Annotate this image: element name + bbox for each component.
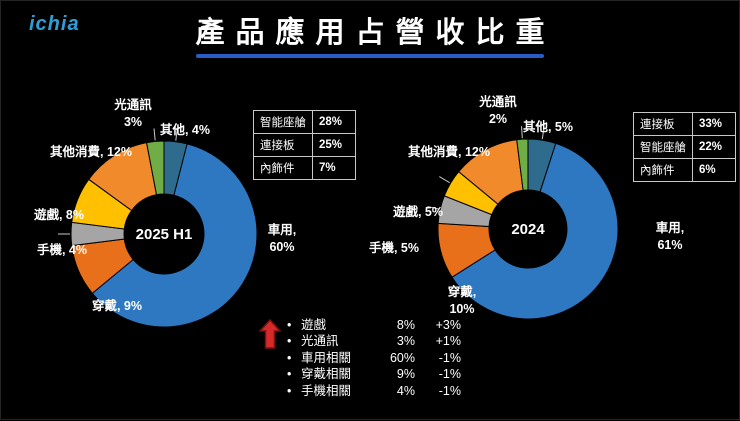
pie-slice-1-0 bbox=[527, 138, 557, 193]
table-cell-value: 28% bbox=[312, 110, 356, 134]
chart-data-label: 遊戲, 5% bbox=[392, 205, 443, 219]
table-cell-value: 6% bbox=[692, 158, 736, 182]
table-cell-label: 連接板 bbox=[633, 112, 693, 136]
summary-change: +1% bbox=[435, 334, 461, 349]
table-row: 內飾件 6% bbox=[633, 158, 736, 182]
donut-center-label: 2025 H1 bbox=[136, 226, 193, 243]
summary-name: 手機相關 bbox=[301, 383, 352, 398]
summary-change: -1% bbox=[438, 383, 461, 398]
summary-name: 光通訊 bbox=[301, 334, 339, 349]
bullet: • bbox=[287, 334, 292, 349]
table-row: 智能座艙 28% bbox=[253, 110, 356, 134]
summary-change: -1% bbox=[438, 350, 461, 365]
table-cell-label: 內飾件 bbox=[633, 158, 693, 182]
bullet: • bbox=[287, 318, 292, 332]
chart-data-label: 光通訊 3% bbox=[114, 98, 152, 129]
label-leader-line bbox=[439, 176, 450, 184]
table-row: 內飾件 7% bbox=[253, 156, 356, 180]
chart-side-table: 連接板 33% 智能座艙 22% 內飾件 6% bbox=[633, 112, 736, 182]
summary-name: 遊戲 bbox=[301, 318, 327, 332]
table-cell-label: 智能座艙 bbox=[633, 135, 693, 159]
pie-slice-1-6 bbox=[516, 138, 529, 191]
table-row: 連接板 25% bbox=[253, 133, 356, 157]
summary-percent: 60% bbox=[389, 350, 415, 365]
pie-slice-0-6 bbox=[145, 140, 165, 196]
chart-data-label: 車用, 61% bbox=[655, 221, 685, 252]
summary-name: 穿戴相關 bbox=[301, 367, 352, 382]
chart-data-label: 穿戴, 9% bbox=[91, 299, 142, 313]
company-logo: ichia bbox=[29, 13, 80, 35]
pie-slice-0-0 bbox=[163, 140, 188, 196]
summary-change: +3% bbox=[435, 318, 461, 332]
donut-center-label: 2024 bbox=[511, 221, 545, 238]
chart-data-label: 光通訊 2% bbox=[479, 95, 517, 126]
increase-arrow-icon bbox=[258, 318, 282, 354]
summary-row: • 光通訊 3% +1% bbox=[287, 333, 461, 349]
summary-row: • 車用相關 60% -1% bbox=[287, 350, 461, 366]
table-cell-value: 22% bbox=[692, 135, 736, 159]
chart-data-label: 其他消費, 12% bbox=[50, 145, 132, 159]
chart-data-label: 其他, 4% bbox=[159, 123, 210, 137]
title-block: 產品應用占營收比重 bbox=[1, 9, 739, 58]
yoy-summary: • 遊戲 8% +3% • 光通訊 3% +1% • 車用相關 60% -1% • 穿戴相關 9% -1% • 手… bbox=[257, 317, 461, 399]
table-row: 智能座艙 22% bbox=[633, 135, 736, 159]
summary-row: • 手機相關 4% -1% bbox=[287, 383, 461, 399]
summary-name: 車用相關 bbox=[301, 350, 352, 365]
summary-percent: 4% bbox=[396, 383, 415, 398]
table-row: 連接板 33% bbox=[633, 112, 736, 136]
bullet: • bbox=[287, 383, 292, 398]
table-cell-label: 連接板 bbox=[253, 133, 313, 157]
title-underline bbox=[196, 54, 544, 58]
page-title: 產品應用占營收比重 bbox=[195, 17, 556, 49]
chart-data-label: 車用, 60% bbox=[267, 223, 297, 254]
bullet: • bbox=[287, 367, 292, 382]
summary-change: -1% bbox=[438, 367, 461, 382]
summary-row: • 遊戲 8% +3% bbox=[287, 317, 461, 333]
pie-slice-1-2 bbox=[437, 222, 496, 278]
summary-percent: 9% bbox=[396, 367, 415, 382]
table-cell-label: 智能座艙 bbox=[253, 110, 313, 134]
chart-data-label: 其他消費, 12% bbox=[408, 145, 490, 159]
table-cell-value: 7% bbox=[312, 156, 356, 180]
chart-side-table: 智能座艙 28% 連接板 25% 內飾件 7% bbox=[253, 110, 356, 180]
table-cell-label: 內飾件 bbox=[253, 156, 313, 180]
chart-data-label: 穿戴, 10% bbox=[447, 285, 477, 316]
summary-percent: 8% bbox=[396, 318, 415, 332]
chart-data-label: 其他, 5% bbox=[522, 120, 573, 134]
table-cell-value: 33% bbox=[692, 112, 736, 136]
summary-percent: 3% bbox=[396, 334, 415, 349]
chart-data-label: 手機, 5% bbox=[368, 241, 419, 255]
chart-data-label: 手機, 4% bbox=[36, 243, 87, 257]
yoy-summary-rows: • 遊戲 8% +3% • 光通訊 3% +1% • 車用相關 60% -1% • 穿戴相關 9% -1% • 手… bbox=[287, 317, 461, 399]
chart-data-label: 遊戲, 8% bbox=[33, 208, 84, 222]
bullet: • bbox=[287, 350, 292, 365]
table-cell-value: 25% bbox=[312, 133, 356, 157]
summary-row: • 穿戴相關 9% -1% bbox=[287, 366, 461, 382]
